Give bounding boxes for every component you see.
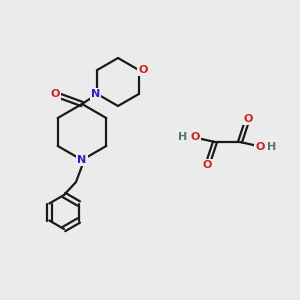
Text: N: N [77, 155, 87, 165]
Text: O: O [190, 132, 200, 142]
Text: O: O [50, 89, 60, 99]
Text: N: N [91, 89, 100, 99]
Text: H: H [178, 132, 188, 142]
Text: O: O [202, 160, 212, 170]
Text: O: O [138, 65, 148, 75]
Text: O: O [255, 142, 265, 152]
Text: O: O [243, 114, 253, 124]
Text: H: H [267, 142, 277, 152]
